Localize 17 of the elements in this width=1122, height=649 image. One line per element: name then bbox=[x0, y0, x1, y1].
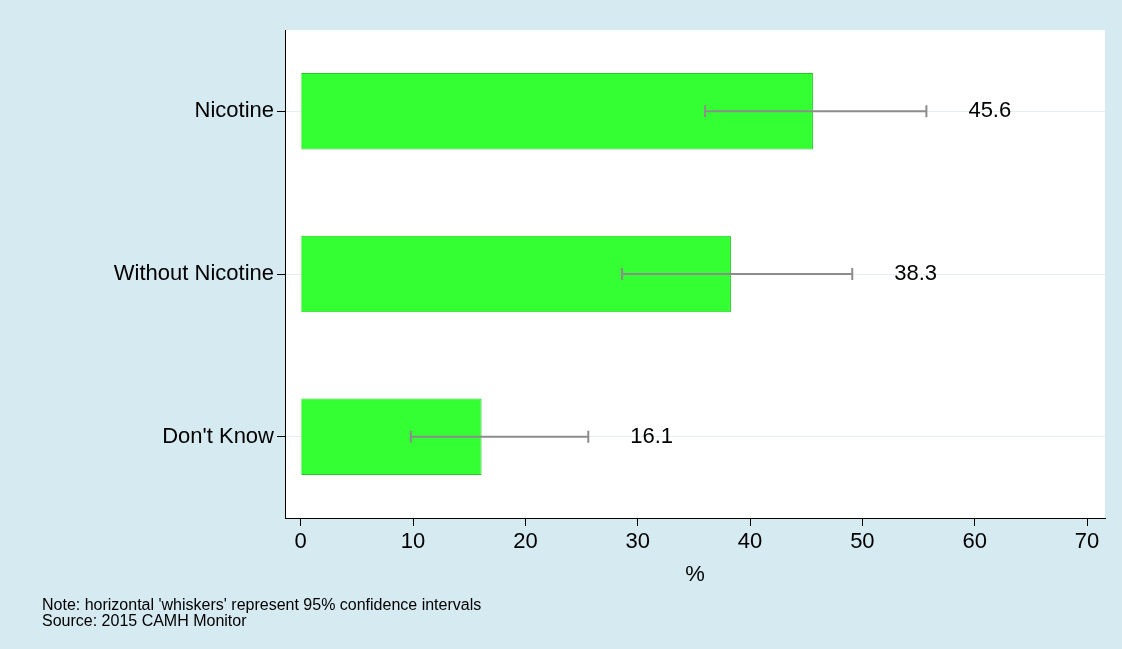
x-tick-label: 0 bbox=[294, 528, 307, 554]
x-tick-label: 10 bbox=[400, 528, 426, 554]
x-tick-label: 30 bbox=[625, 528, 650, 554]
y-tick-label: Without Nicotine bbox=[113, 260, 274, 286]
x-tick-label: 20 bbox=[513, 528, 538, 554]
x-tick-label: 60 bbox=[962, 528, 987, 554]
x-tick-label: 40 bbox=[737, 528, 763, 554]
x-axis-title: % bbox=[685, 560, 705, 586]
annotation: 16.1 bbox=[630, 422, 674, 448]
y-tick-label: Don't Know bbox=[162, 422, 275, 448]
x-tick-label: 70 bbox=[1074, 528, 1100, 554]
source-note: Source: 2015 CAMH Monitor bbox=[42, 612, 247, 629]
text: Note: horizontal 'whiskers' represent 95% confidence intervals bbox=[42, 596, 482, 613]
annotation: 45.6 bbox=[968, 97, 1012, 123]
annotation: 38.3 bbox=[894, 260, 938, 286]
x-tick-label: 50 bbox=[850, 528, 875, 554]
y-tick-label: Nicotine bbox=[194, 97, 274, 123]
